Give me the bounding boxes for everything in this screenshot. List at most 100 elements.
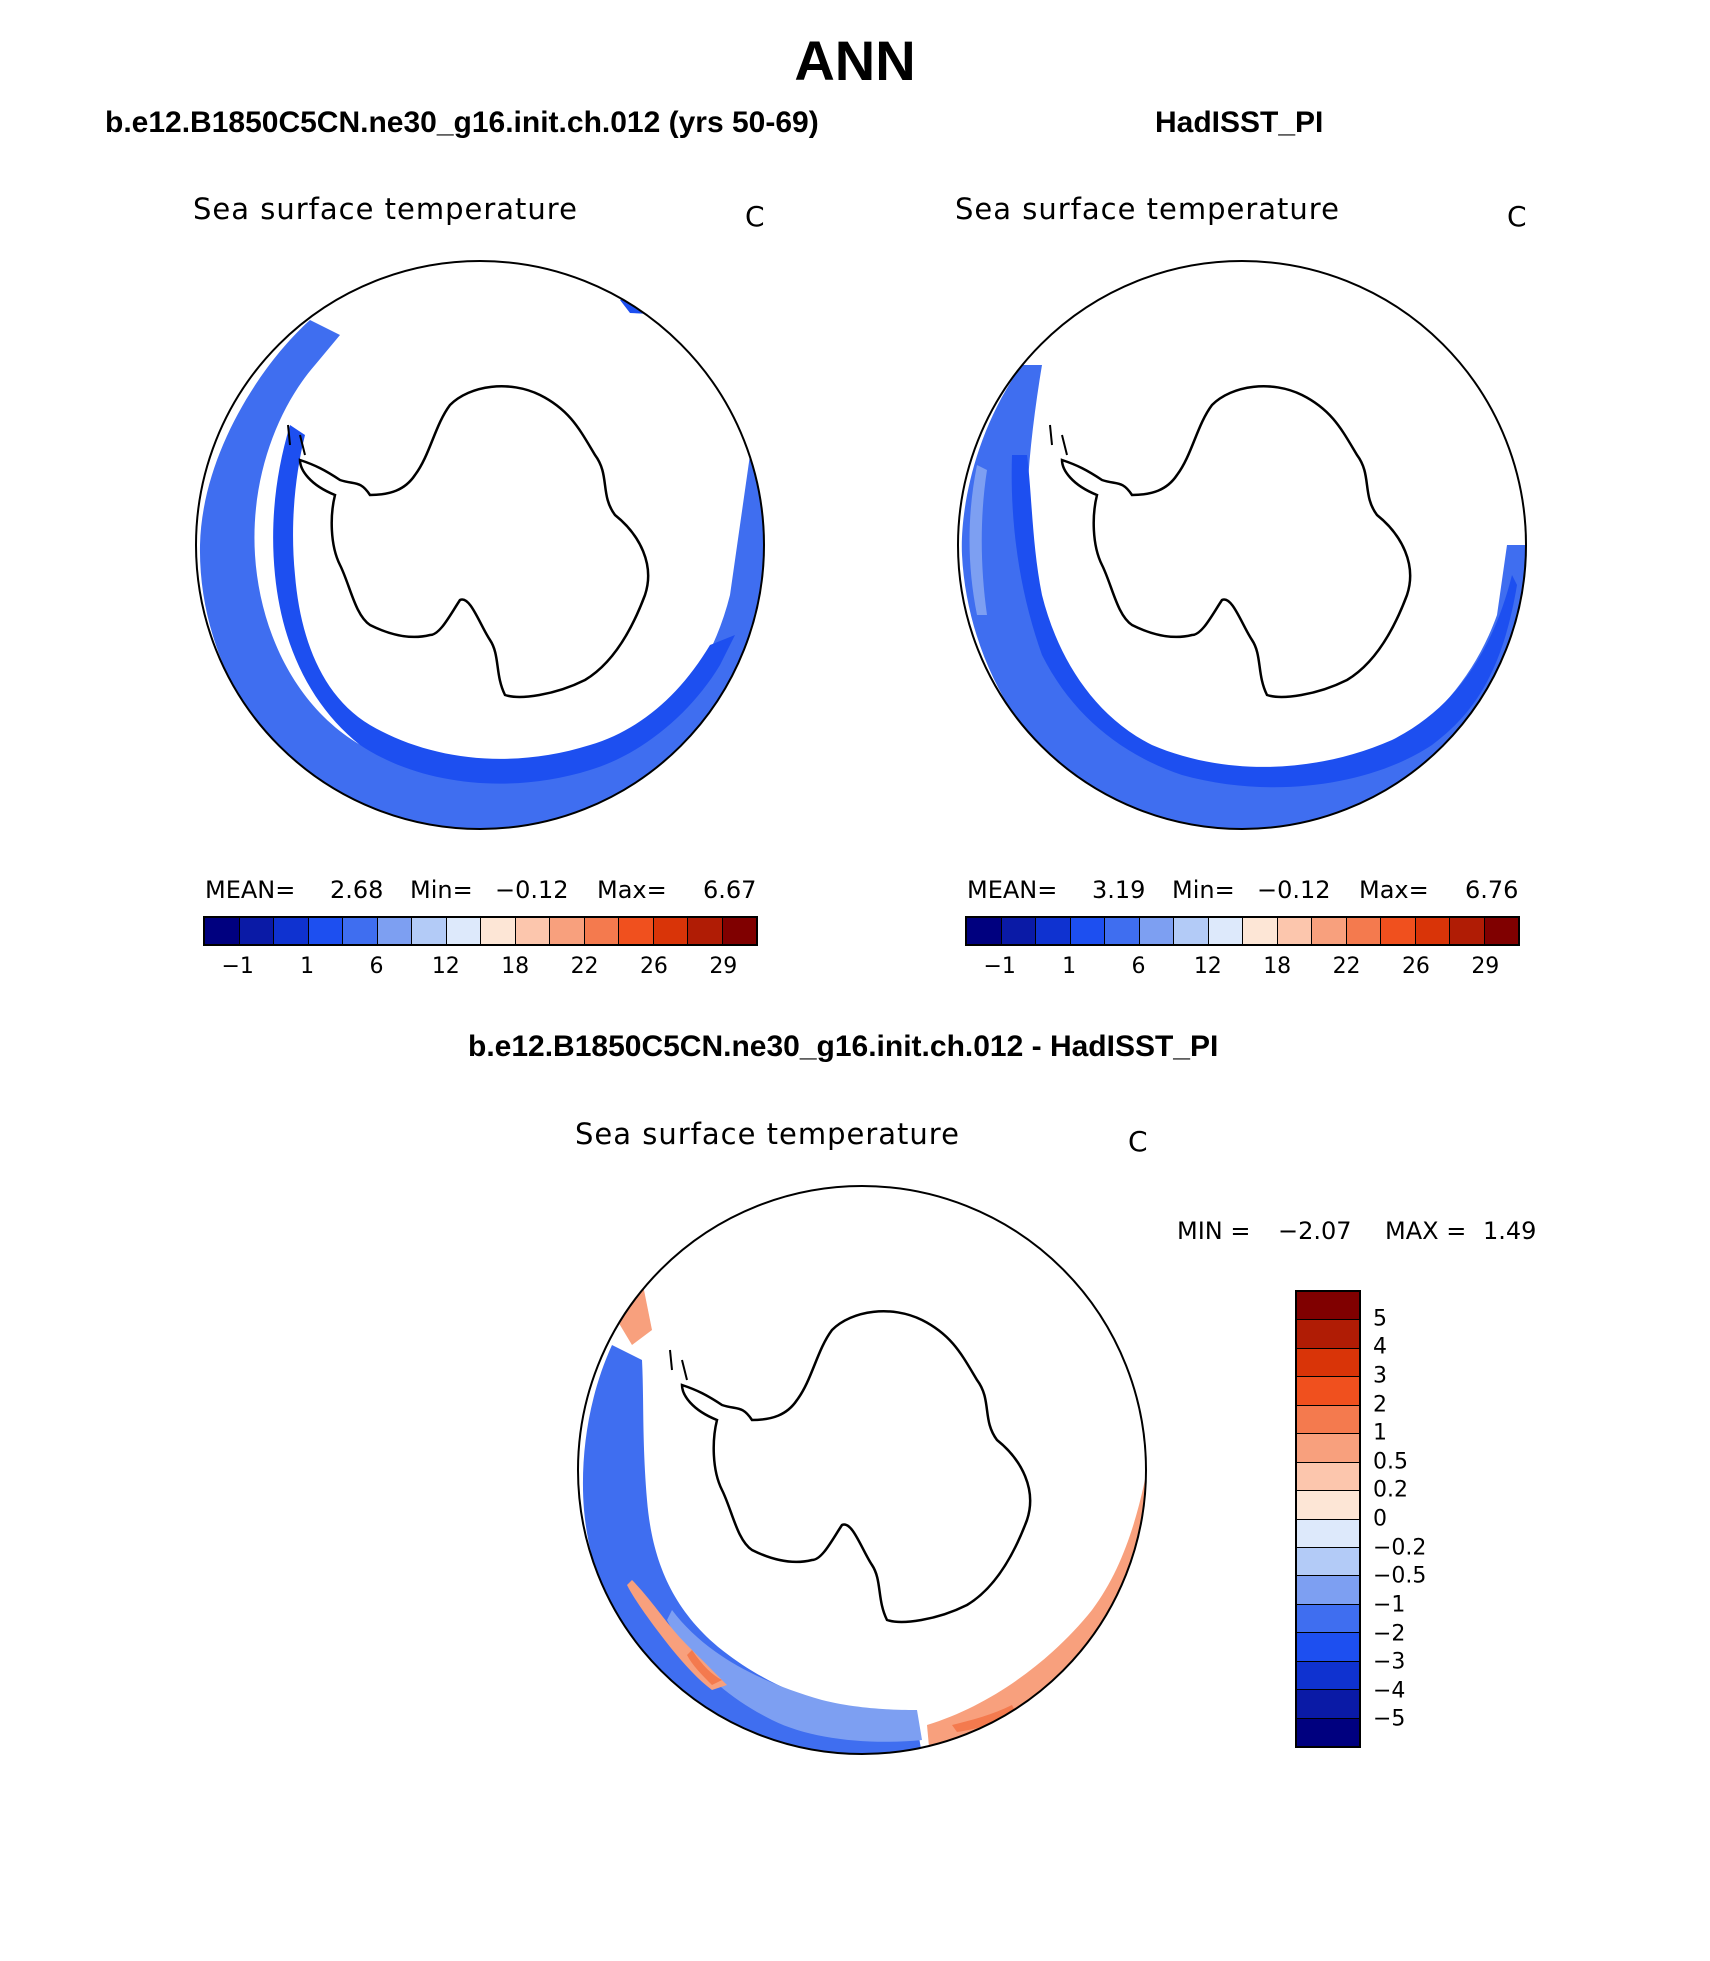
diff-stats: MIN = −2.07 MAX = 1.49 <box>1177 1217 1577 1247</box>
model-max-label: Max= <box>597 876 667 904</box>
colorbar-swatch <box>1297 1491 1359 1520</box>
colorbar-tick-label: 4 <box>1373 1334 1387 1360</box>
colorbar-swatch <box>1297 1661 1359 1691</box>
colorbar-tick-label: −5 <box>1373 1706 1406 1732</box>
colorbar-swatch <box>1450 918 1485 944</box>
colorbar-tick-label: 5 <box>1373 1306 1387 1332</box>
diff-max-value: 1.49 <box>1483 1217 1537 1245</box>
obs-mean-value: 3.19 <box>1092 876 1146 904</box>
colorbar-tick-label: 0.2 <box>1373 1477 1408 1503</box>
colorbar-swatch <box>205 918 240 944</box>
model-mean-label: MEAN= <box>205 876 296 904</box>
colorbar-tick-label: 1 <box>1373 1420 1387 1446</box>
colorbar-swatch <box>1243 918 1278 944</box>
diff-colorbar-labels: 5 4 3 2 1 0.5 0.2 0 −0.2 −0.5 −1 −2 −3 −4 −5 <box>1373 1290 1473 1748</box>
obs-polar-map <box>957 260 1527 830</box>
colorbar-swatch <box>446 918 481 944</box>
diff-units: C <box>1128 1125 1148 1158</box>
colorbar-tick-label: −3 <box>1373 1649 1406 1675</box>
obs-antarctica-outline <box>1060 385 1412 699</box>
colorbar-tick-label: 1 <box>1062 954 1077 979</box>
colorbar-swatch <box>274 918 309 944</box>
model-stats: MEAN= 2.68 Min= −0.12 Max= 6.67 <box>205 876 765 906</box>
obs-colorbar-labels: −1 1 6 12 18 22 26 29 <box>965 954 1520 984</box>
colorbar-swatch <box>1297 1320 1359 1349</box>
diff-colorbar <box>1295 1290 1361 1748</box>
colorbar-swatch <box>1297 1718 1359 1746</box>
model-case-title: b.e12.B1850C5CN.ne30_g16.init.ch.012 (yr… <box>105 106 819 139</box>
obs-stats: MEAN= 3.19 Min= −0.12 Max= 6.76 <box>967 876 1527 906</box>
colorbar-swatch <box>343 918 378 944</box>
colorbar-swatch <box>1297 1547 1359 1577</box>
colorbar-tick-label: 6 <box>1131 954 1146 979</box>
colorbar-swatch <box>550 918 585 944</box>
colorbar-swatch <box>967 918 1002 944</box>
colorbar-tick-label: 22 <box>1332 954 1361 979</box>
colorbar-tick-label: −0.5 <box>1373 1563 1427 1589</box>
colorbar-swatch <box>1297 1462 1359 1492</box>
obs-sst-band-light <box>969 465 987 615</box>
diff-positive-lower-left <box>627 1580 727 1690</box>
obs-max-value: 6.76 <box>1465 876 1519 904</box>
colorbar-tick-label: 1 <box>300 954 315 979</box>
colorbar-swatch <box>377 918 412 944</box>
model-min-label: Min= <box>410 876 473 904</box>
colorbar-swatch <box>1297 1348 1359 1378</box>
colorbar-swatch <box>1277 918 1312 944</box>
model-mean-value: 2.68 <box>330 876 384 904</box>
model-antarctica-outline <box>298 385 650 699</box>
colorbar-swatch <box>1174 918 1209 944</box>
diff-min-value: −2.07 <box>1278 1217 1352 1245</box>
colorbar-tick-label: 18 <box>1263 954 1292 979</box>
diff-positive-lower-left-core <box>687 1650 722 1685</box>
obs-variable-name: Sea surface temperature <box>955 192 1340 226</box>
diff-polar-map <box>577 1185 1147 1755</box>
colorbar-tick-label: −0.2 <box>1373 1535 1427 1561</box>
colorbar-swatch <box>1105 918 1140 944</box>
obs-min-label: Min= <box>1172 876 1235 904</box>
colorbar-tick-label: 0 <box>1373 1506 1387 1532</box>
colorbar-swatch <box>1381 918 1416 944</box>
colorbar-tick-label: 18 <box>501 954 530 979</box>
colorbar-swatch <box>1297 1377 1359 1406</box>
colorbar-swatch <box>1297 1292 1359 1321</box>
colorbar-tick-label: 12 <box>1193 954 1222 979</box>
colorbar-swatch <box>1297 1519 1359 1548</box>
colorbar-tick-label: −1 <box>1373 1592 1406 1618</box>
colorbar-swatch <box>584 918 619 944</box>
colorbar-tick-label: 29 <box>709 954 738 979</box>
obs-units: C <box>1507 200 1527 233</box>
colorbar-tick-label: 12 <box>431 954 460 979</box>
colorbar-swatch <box>515 918 550 944</box>
colorbar-swatch <box>1208 918 1243 944</box>
diff-antarctica-outline <box>680 1310 1032 1624</box>
colorbar-swatch <box>481 918 516 944</box>
colorbar-tick-label: −4 <box>1373 1678 1406 1704</box>
obs-colorbar <box>965 916 1520 946</box>
colorbar-swatch <box>619 918 654 944</box>
colorbar-swatch <box>1139 918 1174 944</box>
model-units: C <box>745 200 765 233</box>
obs-sst-band <box>961 365 1526 829</box>
model-colorbar <box>203 916 758 946</box>
colorbar-swatch <box>653 918 688 944</box>
colorbar-swatch <box>1001 918 1036 944</box>
diff-min-label: MIN = <box>1177 1217 1251 1245</box>
colorbar-tick-label: 26 <box>639 954 668 979</box>
colorbar-tick-label: 26 <box>1401 954 1430 979</box>
obs-case-title: HadISST_PI <box>1155 106 1324 139</box>
colorbar-swatch <box>1036 918 1071 944</box>
diff-case-title: b.e12.B1850C5CN.ne30_g16.init.ch.012 - H… <box>468 1030 1219 1063</box>
colorbar-tick-label: 0.5 <box>1373 1449 1408 1475</box>
colorbar-tick-label: 29 <box>1471 954 1500 979</box>
colorbar-swatch <box>1297 1633 1359 1662</box>
colorbar-swatch <box>239 918 274 944</box>
diff-negative-region <box>582 1345 922 1754</box>
colorbar-swatch <box>1297 1434 1359 1463</box>
obs-min-value: −0.12 <box>1257 876 1331 904</box>
colorbar-tick-label: 2 <box>1373 1392 1387 1417</box>
colorbar-swatch <box>1312 918 1347 944</box>
diff-max-label: MAX = <box>1385 1217 1467 1245</box>
colorbar-tick-label: −2 <box>1373 1621 1406 1646</box>
figure-title: ANN <box>794 29 916 92</box>
